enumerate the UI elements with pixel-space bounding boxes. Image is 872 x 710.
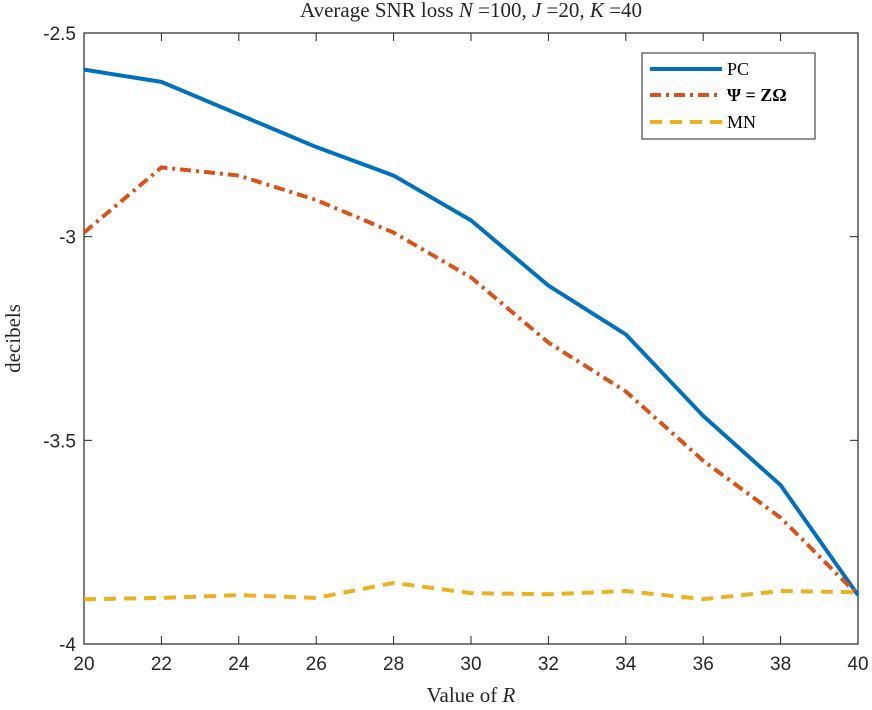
x-axis-label: Value of R [427, 683, 516, 707]
y-axis-label: decibels [1, 304, 25, 373]
chart-title: Average SNR loss N =100, J =20, K =40 [300, 0, 642, 22]
x-tick-label: 38 [770, 654, 791, 675]
legend-label: MN [727, 112, 756, 132]
x-tick-label: 34 [615, 654, 637, 675]
y-tick-label: -4 [59, 635, 76, 656]
axis-ticks: 20 22 24 26 28 30 32 34 36 38 40 -4 -3.5 -3 -2.5 [43, 24, 868, 675]
x-tick-label: 22 [151, 654, 172, 675]
x-tick-label: 26 [306, 654, 327, 675]
legend-label: PC [727, 59, 749, 79]
x-tick-label: 28 [383, 654, 404, 675]
x-tick-label: 24 [228, 654, 250, 675]
x-tick-label: 40 [847, 654, 868, 675]
x-tick-label: 30 [460, 654, 481, 675]
y-tick-label: -2.5 [43, 24, 76, 45]
x-tick-label: 32 [538, 654, 559, 675]
x-tick-label: 20 [73, 654, 94, 675]
legend-label: Ψ = ZΩ [727, 85, 787, 105]
chart-title-text: Average SNR loss N =100, J =20, K =40 [300, 0, 642, 22]
x-tick-label: 36 [693, 654, 714, 675]
y-tick-label: -3 [59, 228, 76, 249]
legend: PC Ψ = ZΩ MN [641, 52, 816, 140]
series-lines [82, 67, 860, 602]
y-tick-label: -3.5 [43, 431, 76, 452]
